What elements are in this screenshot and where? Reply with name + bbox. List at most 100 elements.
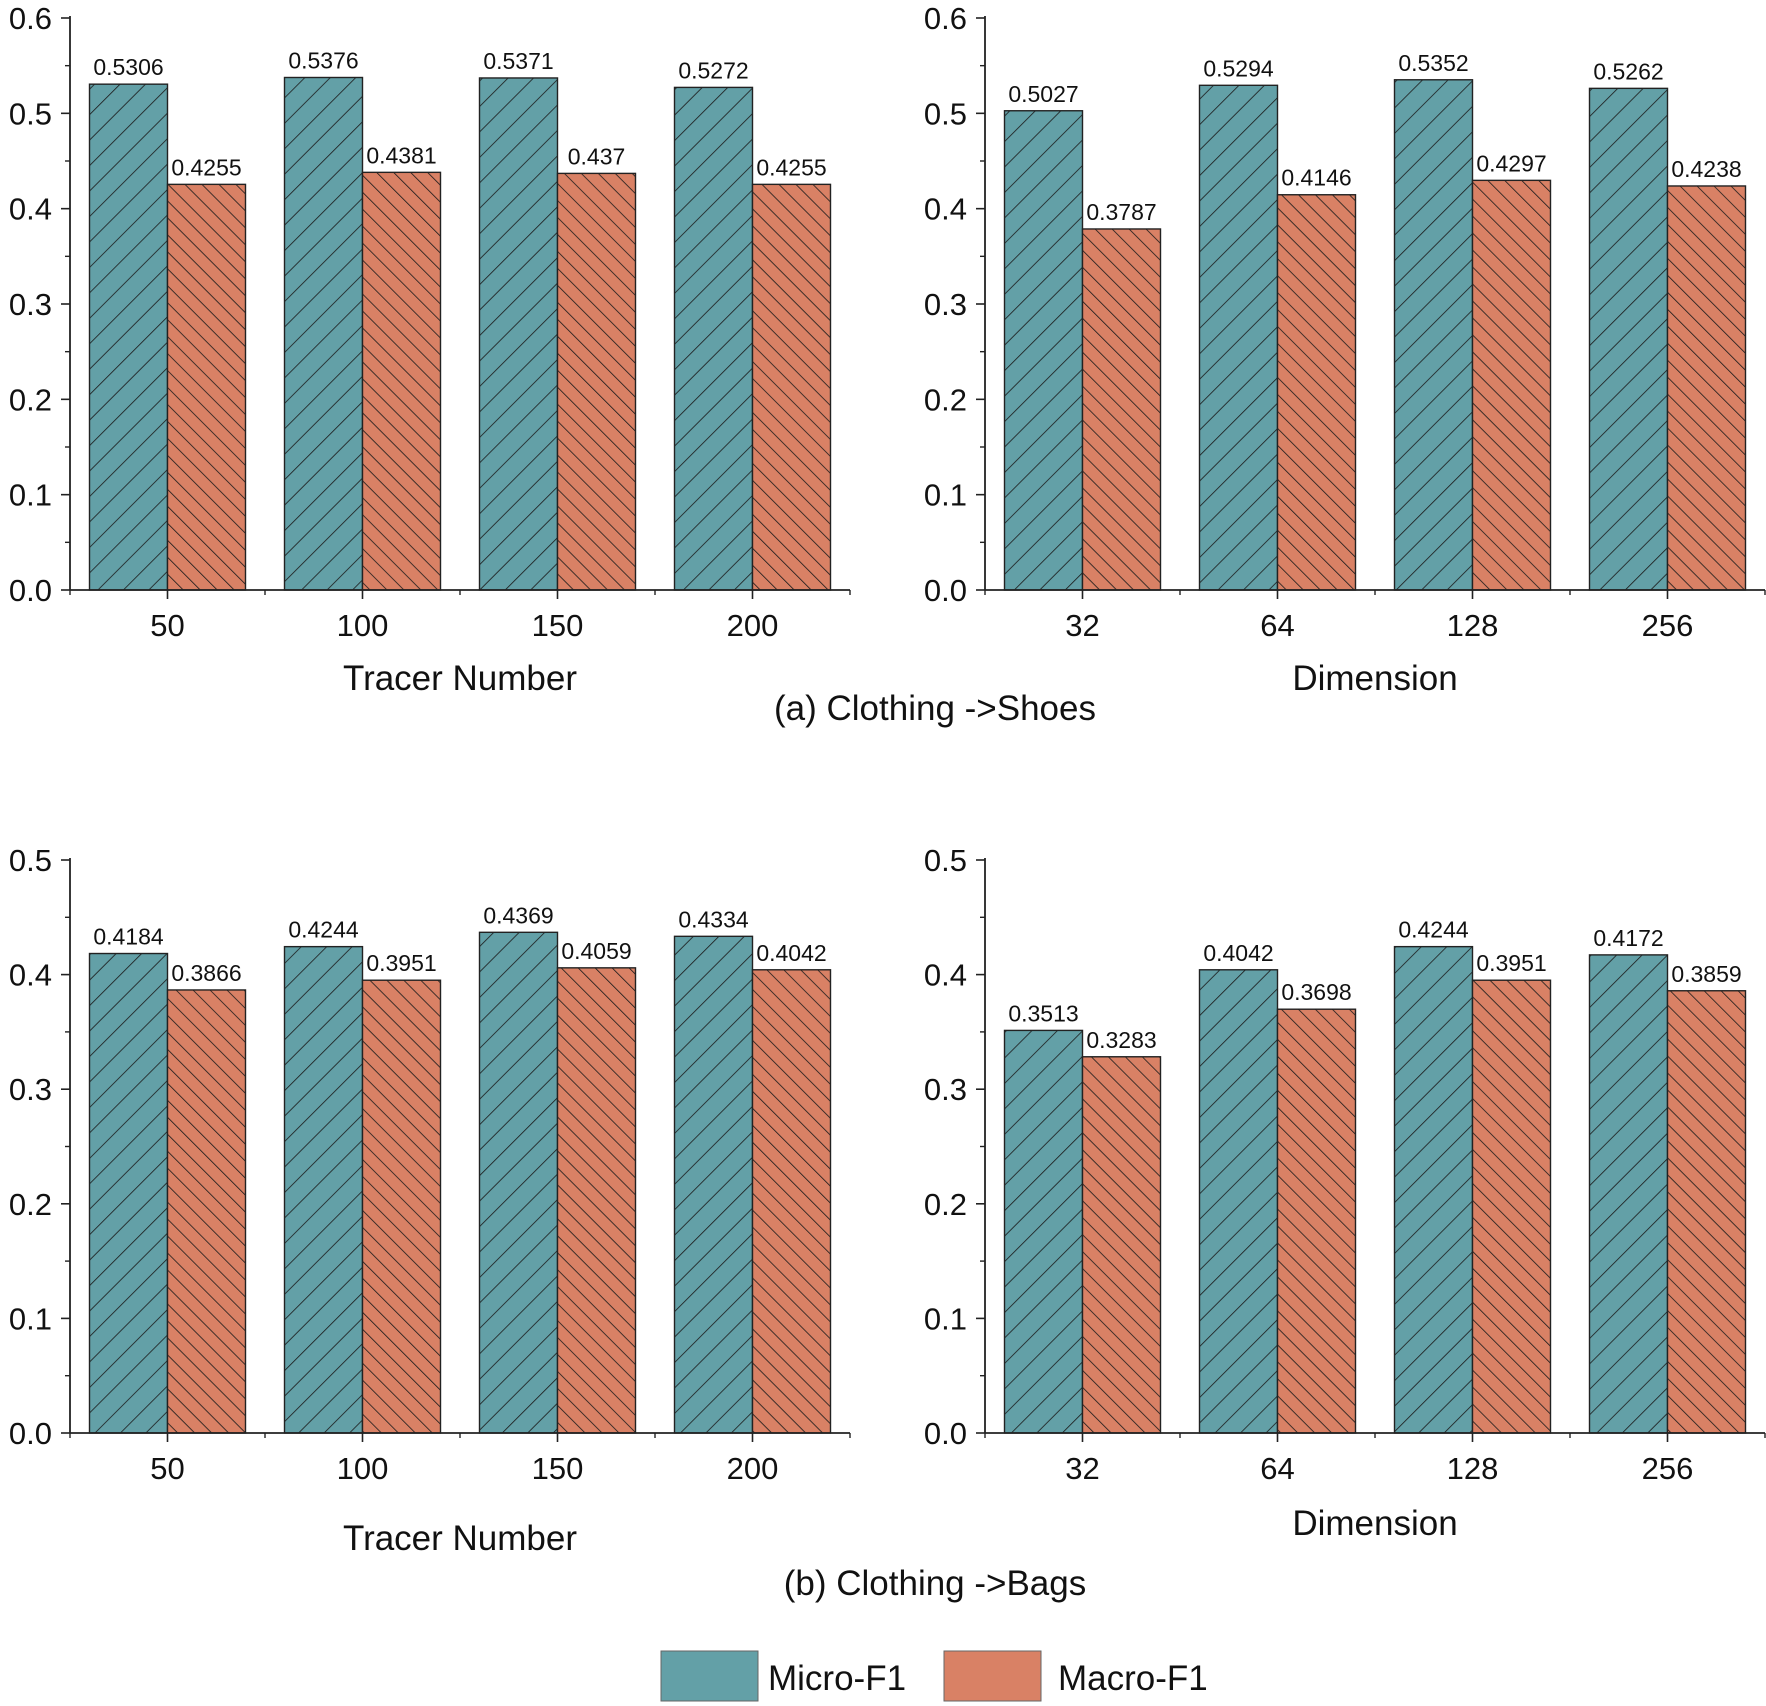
bar-micro-32: [1003, 1029, 1084, 1434]
bar-macro-50: [166, 989, 247, 1434]
bar-micro-64: [1198, 969, 1279, 1434]
bar-micro-200: [673, 935, 754, 1434]
y-tick-label: 0.1: [924, 478, 967, 513]
y-tick-label: 0.2: [9, 382, 52, 417]
bar-macro-64: [1276, 1008, 1357, 1434]
bar-micro-100: [283, 945, 364, 1434]
caption-b: (b) Clothing ->Bags: [784, 1564, 1087, 1603]
x-tick-label-100: 100: [337, 1451, 389, 1486]
y-tick-label: 0.6: [9, 1, 52, 36]
value-label-micro-150: 0.5371: [483, 48, 553, 74]
y-tick-label: 0.1: [9, 1301, 52, 1336]
x-tick-label-64: 64: [1260, 608, 1294, 643]
x-tick-label-50: 50: [150, 608, 184, 643]
x-tick-label-64: 64: [1260, 1451, 1294, 1486]
bar-macro-256: [1666, 990, 1747, 1434]
bar-macro-64: [1276, 194, 1357, 591]
value-label-micro-100: 0.4244: [288, 917, 359, 943]
y-tick-label: 0.0: [924, 1416, 967, 1451]
y-tick-label: 0.1: [924, 1301, 967, 1336]
bar-micro-256: [1588, 87, 1669, 591]
x-axis-title: Tracer Number: [343, 1519, 577, 1558]
bar-micro-64: [1198, 84, 1279, 591]
value-label-micro-64: 0.5294: [1203, 55, 1274, 81]
x-tick-label-150: 150: [532, 1451, 584, 1486]
value-label-micro-50: 0.5306: [93, 54, 163, 80]
bar-macro-256: [1666, 185, 1747, 591]
bar-macro-128: [1471, 179, 1552, 591]
value-label-macro-200: 0.4255: [756, 154, 826, 180]
value-label-micro-100: 0.5376: [288, 47, 358, 73]
bar-macro-200: [751, 183, 832, 591]
bar-macro-32: [1081, 1056, 1162, 1434]
bar-micro-100: [283, 76, 364, 591]
bar-micro-50: [88, 83, 169, 591]
y-tick-label: 0.4: [924, 958, 967, 993]
bar-micro-128: [1393, 79, 1474, 591]
value-label-macro-256: 0.4238: [1671, 156, 1741, 182]
y-tick-label: 0.5: [924, 843, 967, 878]
legend-label-macro: Macro-F1: [1058, 1659, 1208, 1698]
bar-micro-32: [1003, 110, 1084, 591]
y-tick-label: 0.5: [9, 96, 52, 131]
value-label-macro-50: 0.4255: [171, 154, 241, 180]
value-label-macro-256: 0.3859: [1671, 961, 1741, 987]
bar-micro-150: [478, 77, 559, 591]
y-tick-label: 0.3: [924, 287, 967, 322]
x-tick-label-200: 200: [727, 608, 779, 643]
chart-b-left: 0.4184 0.3866 50 0.4244 0.3951 100 0.4369 0.405…: [9, 843, 851, 1558]
legend-swatch-micro: [660, 1650, 759, 1702]
y-tick-label: 0.4: [9, 192, 52, 227]
chart-b-right: 0.3513 0.3283 32 0.4042 0.3698 64 0.4244 0.3951…: [924, 843, 1766, 1543]
bar-micro-50: [88, 952, 169, 1434]
value-label-macro-32: 0.3787: [1086, 199, 1156, 225]
legend: Micro-F1 Macro-F1: [660, 1650, 1208, 1702]
value-label-micro-128: 0.4244: [1398, 917, 1469, 943]
y-tick-label: 0.0: [924, 573, 967, 608]
legend-swatch-macro: [943, 1650, 1042, 1702]
value-label-macro-32: 0.3283: [1086, 1027, 1156, 1053]
value-label-micro-200: 0.5272: [678, 57, 748, 83]
caption-a: (a) Clothing ->Shoes: [774, 689, 1096, 728]
value-label-micro-256: 0.5262: [1593, 58, 1663, 84]
y-tick-label: 0.3: [924, 1072, 967, 1107]
y-tick-label: 0.6: [924, 1, 967, 36]
x-tick-label-256: 256: [1642, 608, 1694, 643]
x-axis-title: Dimension: [1292, 659, 1457, 698]
value-label-macro-200: 0.4042: [756, 940, 826, 966]
value-label-macro-64: 0.4146: [1281, 165, 1351, 191]
value-label-macro-50: 0.3866: [171, 960, 241, 986]
bar-micro-150: [478, 931, 559, 1434]
bar-macro-50: [166, 183, 247, 591]
bar-micro-128: [1393, 945, 1474, 1434]
x-tick-label-128: 128: [1447, 608, 1499, 643]
value-label-micro-64: 0.4042: [1203, 940, 1273, 966]
bar-macro-128: [1471, 979, 1552, 1434]
value-label-micro-256: 0.4172: [1593, 925, 1663, 951]
bar-macro-100: [361, 171, 442, 591]
x-tick-label-50: 50: [150, 1451, 184, 1486]
value-label-micro-150: 0.4369: [483, 902, 553, 928]
value-label-macro-64: 0.3698: [1281, 979, 1351, 1005]
x-tick-label-32: 32: [1065, 1451, 1099, 1486]
chart-a-left: 0.5306 0.4255 50 0.5376 0.4381 100 0.5371 0.437…: [9, 1, 851, 698]
value-label-micro-200: 0.4334: [678, 906, 749, 932]
value-label-macro-100: 0.3951: [366, 950, 436, 976]
bar-macro-32: [1081, 228, 1162, 591]
value-label-macro-100: 0.4381: [366, 142, 436, 168]
y-tick-label: 0.3: [9, 287, 52, 322]
x-tick-label-100: 100: [337, 608, 389, 643]
value-label-macro-150: 0.4059: [561, 938, 631, 964]
bar-macro-200: [751, 969, 832, 1434]
value-label-macro-128: 0.3951: [1476, 950, 1546, 976]
x-tick-label-150: 150: [532, 608, 584, 643]
x-axis-title: Tracer Number: [343, 659, 577, 698]
y-tick-label: 0.2: [9, 1187, 52, 1222]
legend-label-micro: Micro-F1: [768, 1659, 906, 1698]
value-label-macro-150: 0.437: [568, 143, 626, 169]
value-label-macro-128: 0.4297: [1476, 150, 1546, 176]
x-tick-label-32: 32: [1065, 608, 1099, 643]
chart-a-right: 0.5027 0.3787 32 0.5294 0.4146 64 0.5352 0.4297…: [924, 1, 1766, 698]
y-tick-label: 0.2: [924, 382, 967, 417]
y-tick-label: 0.3: [9, 1072, 52, 1107]
